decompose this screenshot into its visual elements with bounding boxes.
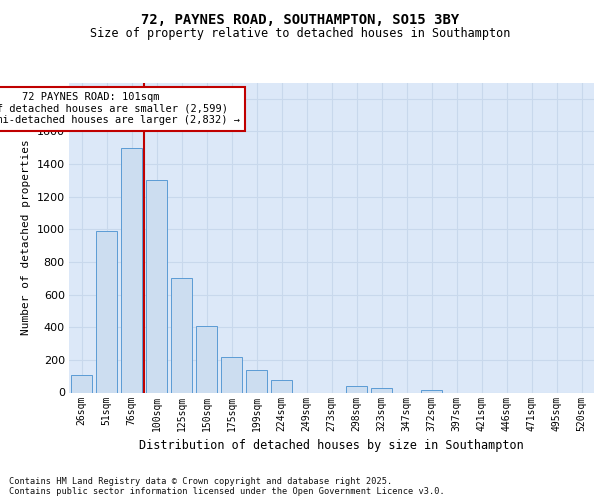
Bar (246, 370, 267, 392)
X-axis label: Distribution of detached houses by size in Southampton: Distribution of detached houses by size … (139, 439, 524, 452)
Text: 72, PAYNES ROAD, SOUTHAMPTON, SO15 3BY: 72, PAYNES ROAD, SOUTHAMPTON, SO15 3BY (141, 12, 459, 26)
Text: 72 PAYNES ROAD: 101sqm
← 47% of detached houses are smaller (2,599)
52% of semi-: 72 PAYNES ROAD: 101sqm ← 47% of detached… (0, 92, 240, 126)
Text: Contains HM Land Registry data © Crown copyright and database right 2025.
Contai: Contains HM Land Registry data © Crown c… (9, 476, 445, 496)
Bar (371, 388, 392, 392)
Text: Size of property relative to detached houses in Southampton: Size of property relative to detached ho… (90, 28, 510, 40)
Bar (71, 376, 92, 392)
Bar (121, 148, 142, 392)
Bar (421, 390, 442, 392)
Bar (146, 180, 167, 392)
Bar (96, 231, 117, 392)
Bar (171, 278, 192, 392)
Bar (196, 326, 217, 392)
Bar (346, 386, 367, 392)
Bar (221, 358, 242, 392)
Bar (271, 380, 292, 392)
Y-axis label: Number of detached properties: Number of detached properties (21, 140, 31, 336)
